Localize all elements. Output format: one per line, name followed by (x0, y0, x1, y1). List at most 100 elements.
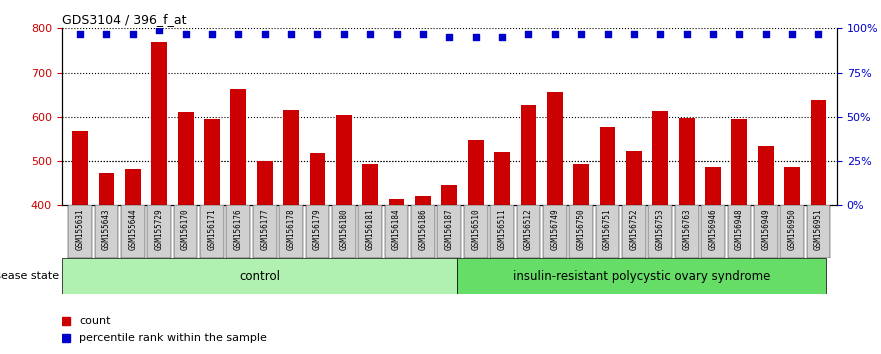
FancyBboxPatch shape (569, 205, 593, 258)
Point (785, 31, 799, 36)
Bar (283, 110, 299, 354)
Point (522, 31, 536, 36)
FancyBboxPatch shape (781, 205, 804, 258)
Bar (389, 199, 404, 354)
Text: insulin-resistant polycystic ovary syndrome: insulin-resistant polycystic ovary syndr… (513, 270, 771, 282)
Point (548, 31, 562, 36)
Point (100, 31, 114, 36)
Bar (494, 152, 510, 354)
Point (653, 31, 667, 36)
Point (389, 31, 403, 36)
FancyBboxPatch shape (253, 205, 277, 258)
Text: control: control (239, 270, 280, 282)
Point (205, 31, 219, 36)
FancyBboxPatch shape (516, 205, 540, 258)
FancyBboxPatch shape (226, 205, 250, 258)
Bar (547, 92, 563, 354)
FancyBboxPatch shape (675, 205, 699, 258)
Text: count: count (79, 316, 111, 326)
Bar (600, 127, 616, 354)
Text: GSM156179: GSM156179 (313, 208, 322, 250)
Point (126, 31, 140, 36)
Bar (72, 131, 88, 354)
Text: GSM156170: GSM156170 (181, 208, 190, 250)
Bar (125, 169, 141, 354)
Point (574, 31, 589, 36)
Point (706, 31, 720, 36)
Point (811, 31, 825, 36)
Bar (758, 145, 774, 354)
Text: GSM156749: GSM156749 (551, 208, 559, 250)
Point (732, 31, 746, 36)
FancyBboxPatch shape (648, 205, 672, 258)
Point (416, 31, 430, 36)
Bar (521, 105, 537, 354)
Point (363, 31, 377, 36)
Text: GSM155631: GSM155631 (76, 208, 85, 250)
Bar (574, 164, 589, 354)
FancyBboxPatch shape (68, 205, 92, 258)
Text: GSM156187: GSM156187 (445, 208, 454, 250)
Point (284, 31, 298, 36)
Bar (784, 167, 800, 354)
Text: GSM156178: GSM156178 (286, 208, 296, 250)
Point (495, 34, 509, 40)
Text: GSM156180: GSM156180 (339, 208, 348, 250)
FancyBboxPatch shape (147, 205, 171, 258)
Bar (468, 140, 484, 354)
Text: GDS3104 / 396_f_at: GDS3104 / 396_f_at (62, 13, 186, 26)
Bar (231, 89, 247, 354)
FancyBboxPatch shape (701, 205, 725, 258)
Point (73, 31, 87, 36)
Point (152, 27, 167, 33)
Bar (678, 118, 694, 354)
Text: GSM155643: GSM155643 (102, 208, 111, 250)
Point (442, 34, 456, 40)
Text: GSM156949: GSM156949 (761, 208, 770, 250)
FancyBboxPatch shape (754, 205, 778, 258)
Text: GSM156181: GSM156181 (366, 208, 374, 250)
Bar (705, 167, 721, 354)
FancyBboxPatch shape (200, 205, 224, 258)
Bar (178, 112, 194, 354)
Text: GSM156751: GSM156751 (603, 208, 612, 250)
Bar (256, 161, 272, 354)
Point (179, 31, 193, 36)
FancyBboxPatch shape (457, 258, 826, 294)
Text: GSM156752: GSM156752 (629, 208, 639, 250)
Text: GSM156950: GSM156950 (788, 208, 796, 250)
Point (679, 31, 693, 36)
FancyBboxPatch shape (807, 205, 831, 258)
Text: GSM155644: GSM155644 (129, 208, 137, 250)
FancyBboxPatch shape (174, 205, 197, 258)
FancyBboxPatch shape (332, 205, 356, 258)
Bar (336, 115, 352, 354)
FancyBboxPatch shape (279, 205, 303, 258)
Point (627, 31, 641, 36)
FancyBboxPatch shape (411, 205, 435, 258)
Point (601, 31, 615, 36)
FancyBboxPatch shape (306, 205, 329, 258)
Point (232, 31, 246, 36)
Text: GSM156948: GSM156948 (735, 208, 744, 250)
Text: GSM156186: GSM156186 (418, 208, 427, 250)
Text: GSM155729: GSM155729 (155, 208, 164, 250)
Bar (204, 119, 220, 354)
Point (257, 31, 271, 36)
Bar (99, 172, 115, 354)
Bar (652, 110, 668, 354)
FancyBboxPatch shape (359, 205, 382, 258)
Text: GSM156511: GSM156511 (498, 208, 507, 250)
Point (759, 31, 773, 36)
Point (337, 31, 351, 36)
FancyBboxPatch shape (385, 205, 409, 258)
FancyBboxPatch shape (543, 205, 566, 258)
Bar (415, 195, 431, 354)
Text: GSM156171: GSM156171 (208, 208, 217, 250)
Bar (626, 152, 642, 354)
Bar (309, 153, 325, 354)
FancyBboxPatch shape (728, 205, 751, 258)
Text: GSM156951: GSM156951 (814, 208, 823, 250)
Point (469, 34, 483, 40)
Bar (362, 164, 378, 354)
